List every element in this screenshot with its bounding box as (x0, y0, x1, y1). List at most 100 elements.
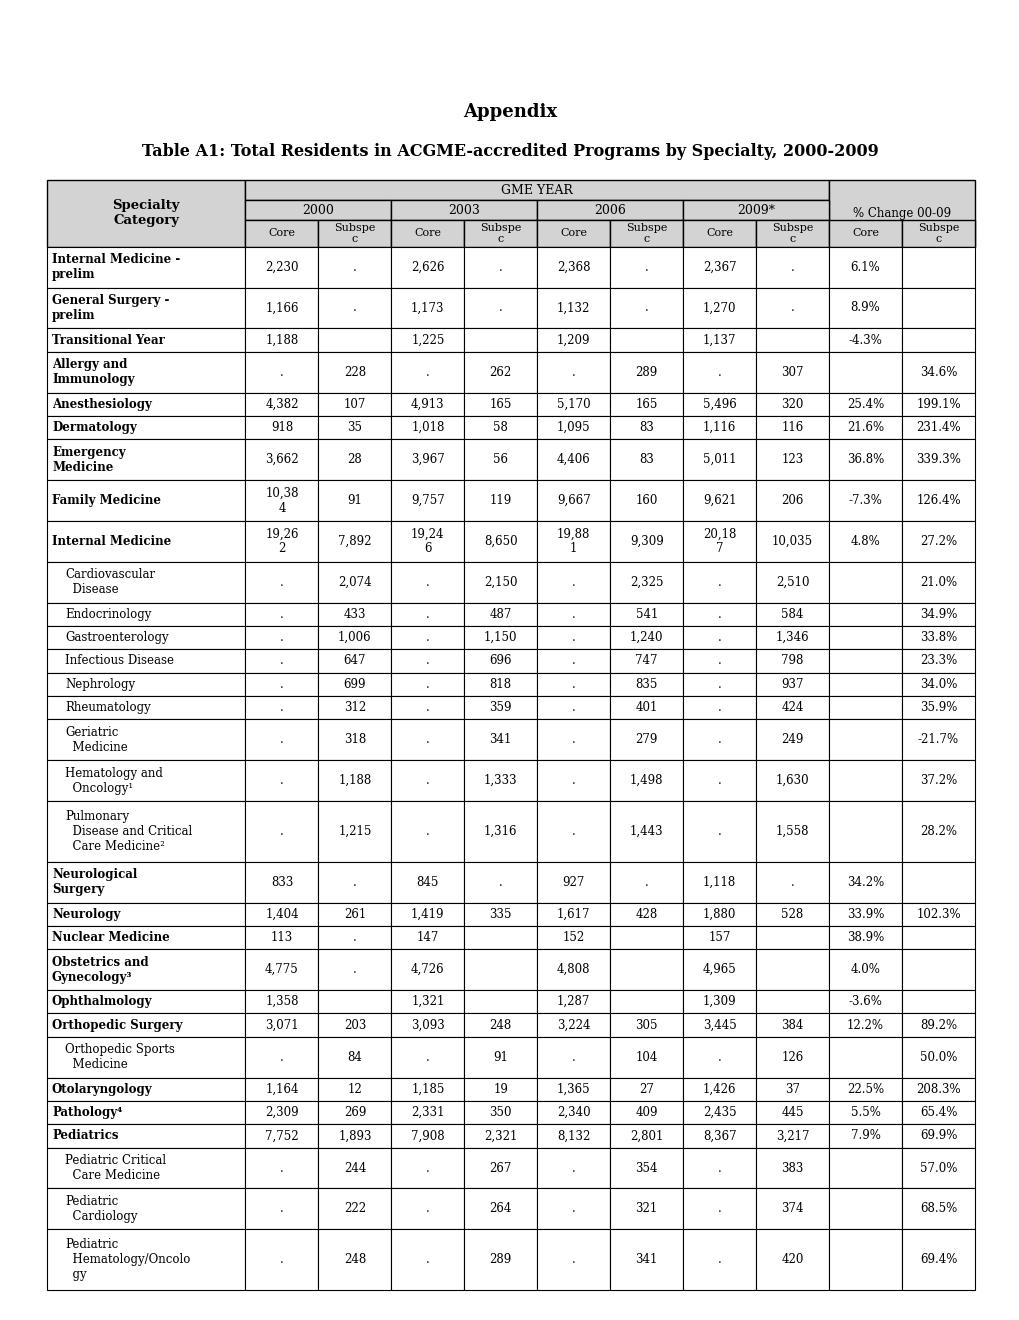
Bar (391, 1147, 464, 1188)
Bar (246, 480, 318, 521)
Text: 320: 320 (781, 397, 803, 411)
Text: 1,558: 1,558 (775, 825, 808, 838)
Text: 321: 321 (635, 1203, 657, 1216)
Text: 91: 91 (347, 494, 362, 507)
Bar (609, 696, 683, 719)
Bar (828, 719, 901, 760)
Bar (537, 1014, 609, 1036)
Text: .: . (717, 825, 720, 838)
Bar (755, 1147, 828, 1188)
Text: 1,365: 1,365 (556, 1082, 590, 1096)
Text: 33.9%: 33.9% (846, 908, 883, 921)
Bar (464, 247, 537, 288)
Bar (828, 521, 901, 562)
Text: .: . (572, 733, 575, 746)
Text: .: . (280, 825, 283, 838)
Bar (47, 862, 246, 903)
Bar (755, 288, 828, 329)
Text: 384: 384 (781, 1019, 803, 1032)
Text: 9,621: 9,621 (702, 494, 736, 507)
Text: .: . (280, 366, 283, 379)
Text: .: . (572, 701, 575, 714)
Text: 248: 248 (343, 1253, 366, 1266)
Bar (246, 201, 391, 220)
Bar (464, 1014, 537, 1036)
Text: Obstetrics and
Gynecology³: Obstetrics and Gynecology³ (52, 956, 149, 983)
Text: .: . (280, 701, 283, 714)
Text: .: . (353, 931, 357, 944)
Bar (318, 1188, 391, 1229)
Bar (901, 392, 974, 416)
Text: 1,137: 1,137 (702, 334, 736, 347)
Text: 833: 833 (270, 875, 292, 888)
Bar (246, 1147, 318, 1188)
Bar (828, 392, 901, 416)
Bar (318, 862, 391, 903)
Text: .: . (717, 677, 720, 690)
Bar (683, 903, 755, 925)
Bar (901, 220, 974, 247)
Text: Core: Core (414, 228, 441, 239)
Bar (755, 719, 828, 760)
Text: 8,367: 8,367 (702, 1130, 736, 1142)
Bar (901, 416, 974, 440)
Bar (609, 673, 683, 696)
Text: 341: 341 (635, 1253, 657, 1266)
Text: 1,095: 1,095 (556, 421, 590, 434)
Bar (391, 949, 464, 990)
Bar (901, 247, 974, 288)
Bar (609, 1101, 683, 1125)
Bar (246, 862, 318, 903)
Text: 4,406: 4,406 (556, 453, 590, 466)
Text: .: . (280, 1203, 283, 1216)
Bar (47, 719, 246, 760)
Text: .: . (280, 1051, 283, 1064)
Bar (828, 673, 901, 696)
Bar (391, 903, 464, 925)
Bar (318, 719, 391, 760)
Bar (755, 696, 828, 719)
Bar (755, 1188, 828, 1229)
Bar (901, 649, 974, 673)
Text: .: . (426, 576, 429, 589)
Text: -4.3%: -4.3% (848, 334, 881, 347)
Bar (683, 220, 755, 247)
Text: 1,118: 1,118 (702, 875, 736, 888)
Bar (318, 1036, 391, 1077)
Text: .: . (426, 1253, 429, 1266)
Bar (47, 247, 246, 288)
Bar (246, 416, 318, 440)
Text: 123: 123 (781, 453, 803, 466)
Text: Geriatric
  Medicine: Geriatric Medicine (65, 726, 127, 754)
Bar (246, 351, 318, 392)
Text: 305: 305 (635, 1019, 657, 1032)
Bar (901, 603, 974, 626)
Bar (755, 1229, 828, 1290)
Text: 289: 289 (635, 366, 657, 379)
Bar (464, 1229, 537, 1290)
Bar (683, 288, 755, 329)
Text: 2,801: 2,801 (630, 1130, 662, 1142)
Text: 84: 84 (347, 1051, 362, 1064)
Bar (464, 440, 537, 480)
Text: 1,309: 1,309 (702, 995, 736, 1008)
Bar (609, 329, 683, 351)
Bar (391, 329, 464, 351)
Bar (828, 760, 901, 801)
Bar (901, 288, 974, 329)
Bar (47, 351, 246, 392)
Text: .: . (426, 607, 429, 620)
Bar (901, 440, 974, 480)
Text: Pediatric
  Hematology/Oncolo
  gy: Pediatric Hematology/Oncolo gy (65, 1238, 191, 1282)
Bar (464, 649, 537, 673)
Text: 28.2%: 28.2% (919, 825, 956, 838)
Bar (683, 247, 755, 288)
Bar (901, 696, 974, 719)
Bar (464, 288, 537, 329)
Bar (683, 440, 755, 480)
Bar (246, 990, 318, 1014)
Bar (318, 1101, 391, 1125)
Text: 927: 927 (562, 875, 584, 888)
Text: 231.4%: 231.4% (915, 421, 960, 434)
Bar (246, 220, 318, 247)
